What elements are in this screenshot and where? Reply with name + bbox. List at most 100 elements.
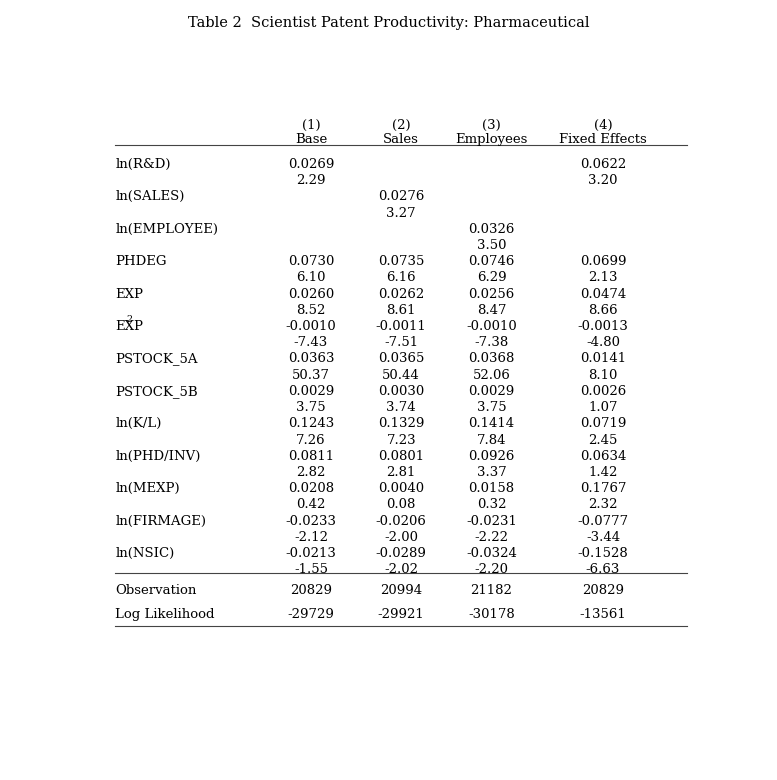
Text: -2.12: -2.12 xyxy=(294,531,328,544)
Text: ln(SALES): ln(SALES) xyxy=(115,190,185,204)
Text: -4.80: -4.80 xyxy=(586,336,620,349)
Text: -6.63: -6.63 xyxy=(586,563,620,576)
Text: (4): (4) xyxy=(594,119,612,132)
Text: -0.0010: -0.0010 xyxy=(466,320,517,333)
Text: 0.0040: 0.0040 xyxy=(378,482,424,495)
Text: -0.0231: -0.0231 xyxy=(466,515,517,527)
Text: 2.81: 2.81 xyxy=(386,466,416,479)
Text: -0.0233: -0.0233 xyxy=(285,515,336,527)
Text: -2.00: -2.00 xyxy=(384,531,418,544)
Text: -0.0324: -0.0324 xyxy=(466,547,517,560)
Text: 6.16: 6.16 xyxy=(386,271,416,285)
Text: Sales: Sales xyxy=(383,133,419,146)
Text: 0.0029: 0.0029 xyxy=(469,385,514,398)
Text: -3.44: -3.44 xyxy=(586,531,620,544)
Text: 2.45: 2.45 xyxy=(588,434,618,446)
Text: 0.1329: 0.1329 xyxy=(378,417,424,431)
Text: EXP: EXP xyxy=(115,288,143,300)
Text: 0.0801: 0.0801 xyxy=(378,450,424,463)
Text: 8.61: 8.61 xyxy=(386,304,416,317)
Text: -1.55: -1.55 xyxy=(294,563,328,576)
Text: 7.84: 7.84 xyxy=(477,434,507,446)
Text: -30178: -30178 xyxy=(469,608,515,622)
Text: ln(EMPLOYEE): ln(EMPLOYEE) xyxy=(115,223,218,236)
Text: -0.0777: -0.0777 xyxy=(577,515,629,527)
Text: 3.75: 3.75 xyxy=(477,401,507,414)
Text: 0.0719: 0.0719 xyxy=(580,417,626,431)
Text: 8.47: 8.47 xyxy=(477,304,507,317)
Text: 52.06: 52.06 xyxy=(472,369,510,381)
Text: 0.0269: 0.0269 xyxy=(287,158,334,171)
Text: 50.44: 50.44 xyxy=(382,369,420,381)
Text: -7.43: -7.43 xyxy=(294,336,328,349)
Text: ln(MEXP): ln(MEXP) xyxy=(115,482,179,495)
Text: 2.32: 2.32 xyxy=(588,498,618,512)
Text: (3): (3) xyxy=(483,119,501,132)
Text: -13561: -13561 xyxy=(580,608,626,622)
Text: 0.0368: 0.0368 xyxy=(469,353,514,366)
Text: 0.0365: 0.0365 xyxy=(378,353,424,366)
Text: 20994: 20994 xyxy=(380,584,422,597)
Text: 0.1414: 0.1414 xyxy=(469,417,514,431)
Text: PSTOCK_5B: PSTOCK_5B xyxy=(115,385,198,398)
Text: -7.38: -7.38 xyxy=(475,336,509,349)
Text: -0.0213: -0.0213 xyxy=(285,547,336,560)
Text: -2.22: -2.22 xyxy=(475,531,509,544)
Text: Observation: Observation xyxy=(115,584,197,597)
Text: EXP: EXP xyxy=(115,320,143,333)
Text: (1): (1) xyxy=(301,119,320,132)
Text: -0.0289: -0.0289 xyxy=(376,547,427,560)
Text: 7.26: 7.26 xyxy=(296,434,326,446)
Text: 0.0256: 0.0256 xyxy=(469,288,514,300)
Text: 0.0622: 0.0622 xyxy=(580,158,626,171)
Text: 0.0208: 0.0208 xyxy=(287,482,334,495)
Text: -0.0206: -0.0206 xyxy=(376,515,427,527)
Text: 0.0699: 0.0699 xyxy=(580,255,626,268)
Text: 0.0276: 0.0276 xyxy=(378,190,424,204)
Text: 0.0326: 0.0326 xyxy=(469,223,514,236)
Text: 3.37: 3.37 xyxy=(476,466,507,479)
Text: 0.32: 0.32 xyxy=(477,498,507,512)
Text: 2.13: 2.13 xyxy=(588,271,618,285)
Text: 0.0634: 0.0634 xyxy=(580,450,626,463)
Text: 0.08: 0.08 xyxy=(386,498,416,512)
Text: 0.0363: 0.0363 xyxy=(287,353,334,366)
Text: 3.50: 3.50 xyxy=(477,239,507,252)
Text: 6.10: 6.10 xyxy=(296,271,326,285)
Text: 0.0029: 0.0029 xyxy=(287,385,334,398)
Text: ln(K/L): ln(K/L) xyxy=(115,417,162,431)
Text: -0.0011: -0.0011 xyxy=(376,320,427,333)
Text: -2.20: -2.20 xyxy=(475,563,509,576)
Text: 0.0730: 0.0730 xyxy=(287,255,334,268)
Text: 0.0262: 0.0262 xyxy=(378,288,424,300)
Text: PSTOCK_5A: PSTOCK_5A xyxy=(115,353,197,366)
Text: 0.0030: 0.0030 xyxy=(378,385,424,398)
Text: 20829: 20829 xyxy=(582,584,624,597)
Text: ln(FIRMAGE): ln(FIRMAGE) xyxy=(115,515,206,527)
Text: ln(PHD/INV): ln(PHD/INV) xyxy=(115,450,200,463)
Text: 0.0474: 0.0474 xyxy=(580,288,626,300)
Text: 0.42: 0.42 xyxy=(296,498,326,512)
Text: -0.0010: -0.0010 xyxy=(285,320,336,333)
Text: 50.37: 50.37 xyxy=(292,369,330,381)
Text: 8.52: 8.52 xyxy=(296,304,326,317)
Text: 0.0026: 0.0026 xyxy=(580,385,626,398)
Text: -2.02: -2.02 xyxy=(384,563,418,576)
Text: 0.0926: 0.0926 xyxy=(469,450,514,463)
Text: 20829: 20829 xyxy=(290,584,332,597)
Text: ln(NSIC): ln(NSIC) xyxy=(115,547,175,560)
Text: 2.29: 2.29 xyxy=(296,174,326,187)
Text: 0.0141: 0.0141 xyxy=(580,353,626,366)
Text: 1.07: 1.07 xyxy=(588,401,618,414)
Text: -29729: -29729 xyxy=(287,608,334,622)
Text: 21182: 21182 xyxy=(471,584,513,597)
Text: Fixed Effects: Fixed Effects xyxy=(559,133,646,146)
Text: 0.1767: 0.1767 xyxy=(580,482,626,495)
Text: 2.82: 2.82 xyxy=(296,466,326,479)
Text: 3.74: 3.74 xyxy=(386,401,416,414)
Text: Employees: Employees xyxy=(455,133,528,146)
Text: -29921: -29921 xyxy=(378,608,424,622)
Text: Base: Base xyxy=(294,133,327,146)
Text: -7.51: -7.51 xyxy=(384,336,418,349)
Text: 0.0735: 0.0735 xyxy=(378,255,424,268)
